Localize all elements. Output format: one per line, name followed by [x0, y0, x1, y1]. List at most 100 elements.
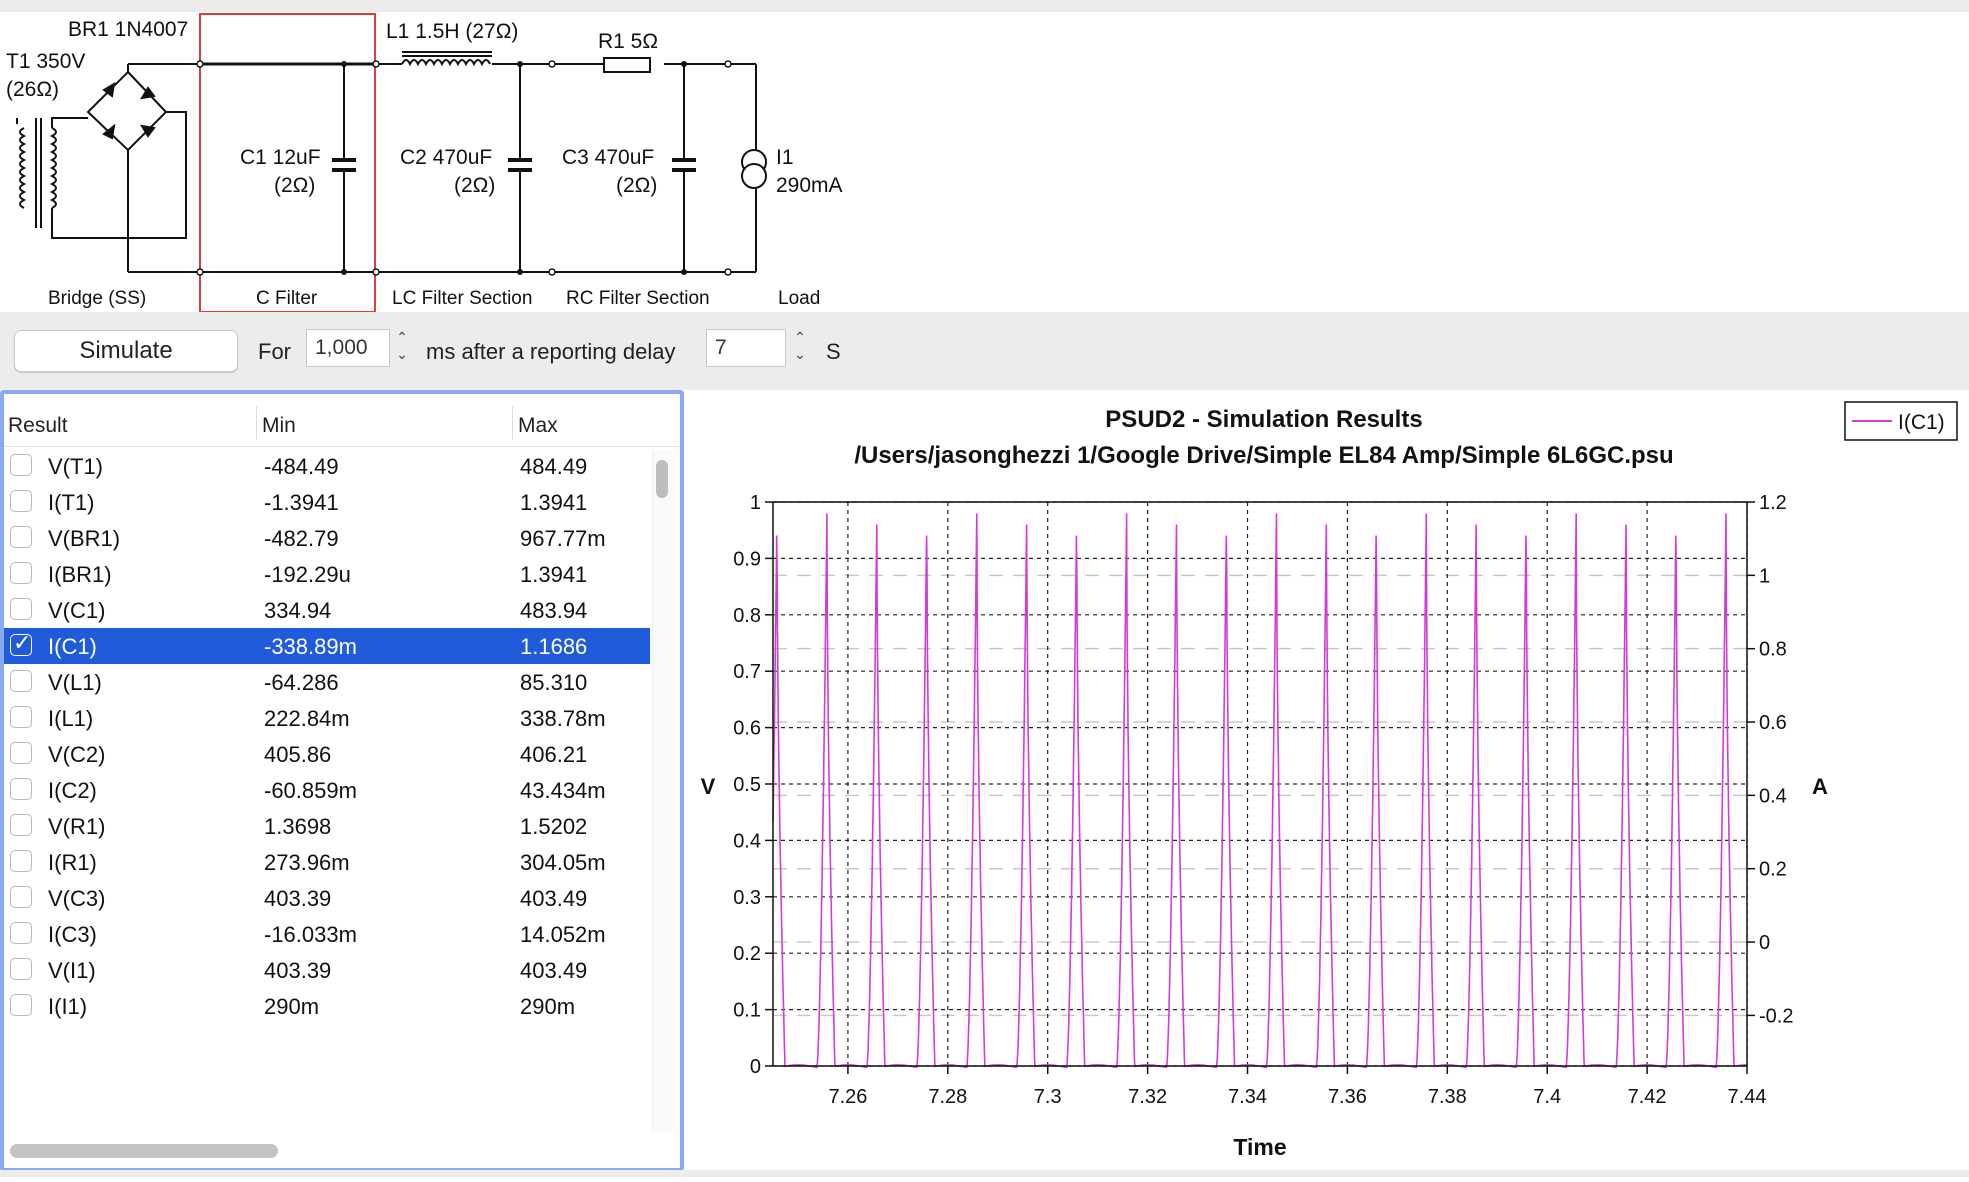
x-tick-label: 7.36 [1328, 1086, 1367, 1108]
ms-delay-label: ms after a reporting delay [426, 339, 676, 364]
result-max: 85.310 [520, 670, 588, 695]
result-checkbox[interactable] [10, 598, 32, 620]
result-checkbox[interactable] [10, 670, 32, 692]
y-left-tick-label: 0.4 [733, 830, 761, 852]
result-checkbox[interactable] [10, 778, 32, 800]
delay-input[interactable]: 7 [706, 329, 786, 367]
header-max[interactable]: Max [518, 414, 558, 437]
label-c2: C2 470uF [400, 146, 492, 169]
y-left-tick-label: 0.6 [733, 718, 761, 740]
result-name: V(C3) [48, 886, 106, 911]
result-max: 484.49 [520, 454, 588, 479]
result-checkbox[interactable] [10, 922, 32, 944]
result-checkbox[interactable] [10, 958, 32, 980]
result-name: I(C1) [48, 634, 97, 659]
result-name: I(I1) [48, 994, 88, 1019]
result-checkbox[interactable] [10, 886, 32, 908]
window-top-strip [0, 0, 1969, 12]
chevron-down-icon[interactable]: ⌄ [396, 346, 408, 362]
delay-stepper[interactable]: ⌃ ⌄ [790, 329, 810, 369]
label-i1-value: 290mA [776, 174, 843, 197]
bridge-br1 [86, 63, 200, 273]
label-r1: R1 5Ω [598, 30, 658, 53]
result-checkbox[interactable] [10, 490, 32, 512]
result-checkbox[interactable] [10, 742, 32, 764]
result-checkbox[interactable] [10, 562, 32, 584]
y-left-axis-label: V [701, 774, 716, 799]
chevron-up-icon[interactable]: ⌃ [794, 329, 806, 345]
x-tick-label: 7.3 [1034, 1086, 1062, 1108]
result-max: 967.77m [520, 526, 606, 551]
result-checkbox[interactable] [10, 814, 32, 836]
table-row[interactable]: ✓ I(C1) -338.89m 1.1686 [4, 628, 650, 664]
series-line-i-c1 [772, 513, 1747, 1069]
vertical-scrollbar[interactable] [656, 460, 668, 498]
result-min: -482.79 [264, 526, 339, 551]
result-name: I(C2) [48, 778, 97, 803]
y-left-tick-label: 0.3 [733, 887, 761, 909]
capacitor-c2 [508, 64, 532, 272]
result-max: 14.052m [520, 922, 606, 947]
simulation-toolbar: Simulate For 1,000 ⌃ ⌄ ms after a report… [0, 312, 1969, 392]
column-divider[interactable] [256, 406, 257, 440]
result-min: -192.29u [264, 562, 351, 587]
label-c2-res: (2Ω) [454, 174, 495, 197]
result-name: V(C2) [48, 742, 106, 767]
y-right-tick-label: 1.2 [1759, 492, 1787, 514]
header-result[interactable]: Result [8, 414, 68, 437]
label-c3: C3 470uF [562, 146, 654, 169]
duration-stepper[interactable]: ⌃ ⌄ [392, 329, 412, 369]
y-left-tick-label: 0 [750, 1056, 761, 1078]
y-left-tick-label: 0.7 [733, 661, 761, 683]
result-checkbox[interactable] [10, 994, 32, 1016]
inductor-l1 [401, 51, 492, 67]
y-left-tick-label: 0.2 [733, 943, 761, 965]
result-checkbox[interactable] [10, 454, 32, 476]
result-max: 43.434m [520, 778, 606, 803]
y-left-tick-label: 1 [750, 492, 761, 514]
result-checkbox[interactable] [10, 850, 32, 872]
label-c1-res: (2Ω) [274, 174, 315, 197]
result-checkbox[interactable] [10, 526, 32, 548]
result-max: 1.5202 [520, 814, 588, 839]
vertical-scrollbar-track[interactable] [652, 450, 673, 1132]
result-min: -64.286 [264, 670, 339, 695]
result-checkbox[interactable] [10, 706, 32, 728]
x-tick-label: 7.26 [828, 1086, 867, 1108]
column-divider[interactable] [512, 406, 513, 440]
simulate-button[interactable]: Simulate [14, 330, 238, 372]
horizontal-scrollbar[interactable] [10, 1144, 278, 1158]
result-max: 1.1686 [520, 634, 588, 659]
y-left-tick-label: 0.1 [733, 1000, 761, 1022]
section-rc-filter: RC Filter Section [566, 288, 710, 309]
header-min[interactable]: Min [262, 414, 296, 437]
result-checkbox[interactable] [10, 634, 32, 656]
duration-input[interactable]: 1,000 [306, 329, 390, 367]
section-bridge: Bridge (SS) [48, 288, 146, 309]
section-c-filter: C Filter [256, 288, 318, 309]
chevron-up-icon[interactable]: ⌃ [396, 329, 408, 345]
chevron-down-icon[interactable]: ⌄ [794, 346, 806, 362]
y-right-tick-label: -0.2 [1759, 1005, 1793, 1027]
result-min: 405.86 [264, 742, 332, 767]
result-min: 1.3698 [264, 814, 332, 839]
result-name: V(L1) [48, 670, 102, 695]
result-max: 403.49 [520, 886, 588, 911]
s-label: S [826, 339, 841, 364]
legend-label: I(C1) [1898, 411, 1945, 434]
